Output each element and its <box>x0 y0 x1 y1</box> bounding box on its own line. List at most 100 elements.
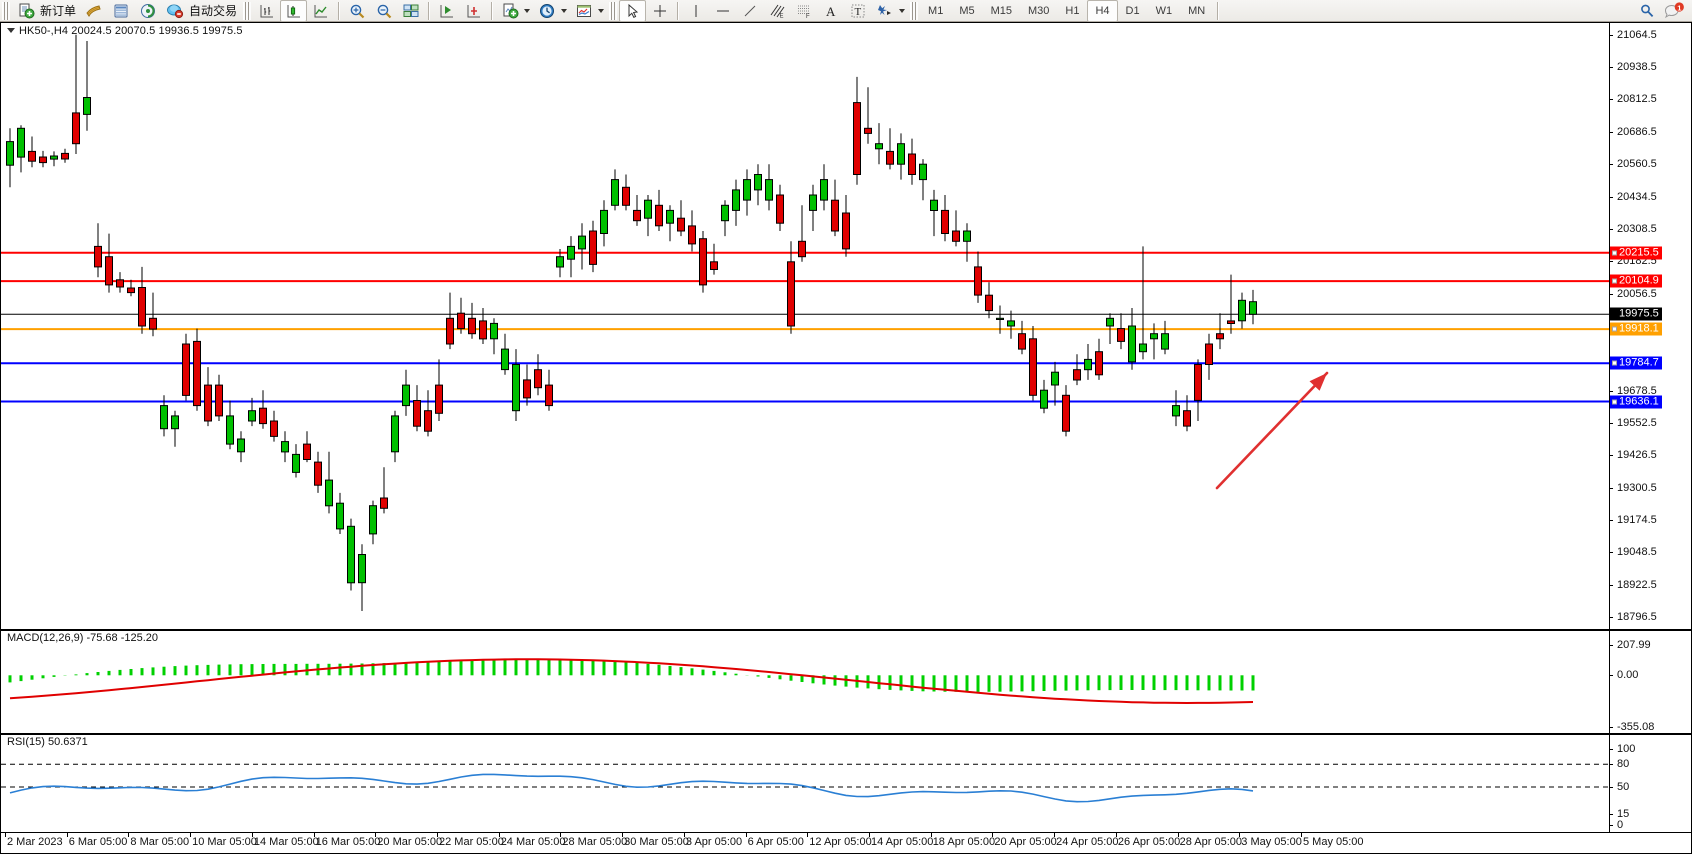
toolbar-grip-3[interactable] <box>609 1 618 20</box>
navigator-icon[interactable] <box>134 0 161 22</box>
add-indicator-dropdown-caret[interactable] <box>524 8 531 13</box>
macd-label: MACD(12,26,9) -75.68 -125.20 <box>7 632 159 644</box>
price-tick <box>1609 617 1613 619</box>
timeframe-m30[interactable]: M30 <box>1028 4 1050 17</box>
tile-windows-icon[interactable] <box>397 0 424 22</box>
price-level-handle[interactable] <box>1612 399 1617 404</box>
price-tick <box>1609 261 1613 263</box>
period-dropdown-caret[interactable] <box>561 8 568 13</box>
price-level-value: 19636.1 <box>1619 395 1659 407</box>
price-level-tag[interactable]: 19975.5 <box>1610 307 1662 321</box>
macd-pane[interactable]: MACD(12,26,9) -75.68 -125.20 207.99 0.00 -… <box>1 631 1691 733</box>
price-level-handle[interactable] <box>1612 278 1617 284</box>
price-pane[interactable]: HK50-,H4 20024.5 20070.5 19936.5 19975.5… <box>1 23 1691 629</box>
crosshair-icon[interactable] <box>646 0 673 22</box>
timeframe-w1[interactable]: W1 <box>1155 4 1173 17</box>
price-tick-label: 20938.5 <box>1617 61 1657 73</box>
time-tick <box>190 833 192 837</box>
price-scale[interactable]: 21064.5 20938.5 20812.5 20686.5 20560.5 20434… <box>1609 23 1691 629</box>
time-tick <box>683 833 685 837</box>
market-watch-icon[interactable] <box>107 0 134 22</box>
timeframe-h1[interactable]: H1 <box>1065 4 1080 17</box>
toolbar-grip[interactable] <box>2 1 10 20</box>
timeframe-m5[interactable]: M5 <box>959 4 975 17</box>
price-tick <box>1609 34 1613 36</box>
time-tick-label: 28 Mar 05:00 <box>562 836 628 848</box>
new-order-button[interactable] <box>12 0 39 22</box>
timeframe-h4[interactable]: H4 <box>1087 0 1118 22</box>
search-icon[interactable] <box>1633 0 1660 22</box>
price-tick <box>1609 164 1613 166</box>
timeframe-d1[interactable]: D1 <box>1125 4 1140 17</box>
horizontal-line-icon[interactable] <box>709 0 736 22</box>
price-level-tag[interactable]: 19784.7 <box>1610 356 1662 370</box>
rsi-tick-label: 15 <box>1617 807 1630 820</box>
rsi-pane[interactable]: RSI(15) 50.6371 100 80 50 15 0 <box>1 735 1691 833</box>
templates-icon[interactable] <box>570 0 597 22</box>
notifications-icon[interactable]: 1 <box>1660 1 1688 21</box>
price-tick <box>1609 99 1613 101</box>
toolbar-grip-2[interactable] <box>243 1 252 20</box>
macd-tick <box>1609 727 1613 728</box>
toolbar-grip-4[interactable] <box>910 1 919 20</box>
main-toolbar: 新订单 <box>0 0 1692 22</box>
equidistant-channel-icon[interactable]: E <box>763 0 790 22</box>
autotrading-label: 自动交易 <box>189 4 238 18</box>
templates-dropdown-caret[interactable] <box>598 8 605 13</box>
chart-menu-triangle-icon[interactable] <box>7 28 15 33</box>
time-tick-label: 12 Apr 05:00 <box>809 836 872 848</box>
zoom-out-icon[interactable] <box>370 0 397 22</box>
arrows-dropdown-caret[interactable] <box>899 8 906 13</box>
timeframe-m15[interactable]: M15 <box>990 4 1012 17</box>
add-indicator-icon[interactable] <box>496 0 523 22</box>
text-icon[interactable]: A <box>817 0 844 22</box>
pane-divider-2[interactable] <box>1 733 1691 735</box>
bar-chart-icon[interactable] <box>253 0 280 22</box>
rsi-tick <box>1609 813 1613 815</box>
text-label-icon[interactable]: T <box>844 0 871 22</box>
trendline-icon[interactable] <box>736 0 763 22</box>
zoom-in-icon[interactable] <box>343 0 370 22</box>
time-tick-label: 14 Apr 05:00 <box>871 836 934 848</box>
candlestick-chart-icon[interactable] <box>280 0 308 22</box>
chart-shift-icon[interactable] <box>460 0 487 22</box>
price-tick-label: 20560.5 <box>1617 158 1657 171</box>
price-tick-label: 19678.5 <box>1617 384 1657 397</box>
period-clock-icon[interactable] <box>533 0 560 22</box>
price-level-tag[interactable]: 20215.5 <box>1610 246 1662 260</box>
price-tick-label: 19552.5 <box>1617 416 1657 429</box>
price-tick <box>1609 67 1613 68</box>
time-tick <box>807 833 809 837</box>
price-level-value: 19975.5 <box>1619 307 1659 320</box>
book-icon[interactable] <box>80 0 107 22</box>
arrows-shapes-icon[interactable] <box>871 0 898 22</box>
autotrading-icon[interactable] <box>161 0 188 22</box>
time-tick <box>930 833 932 837</box>
price-level-handle[interactable] <box>1612 360 1617 366</box>
cursor-icon[interactable] <box>619 0 647 22</box>
time-tick <box>128 833 130 837</box>
time-tick <box>498 833 500 837</box>
price-level-tag[interactable]: 20104.9 <box>1610 274 1662 288</box>
autoscroll-icon[interactable] <box>433 0 460 22</box>
price-tick <box>1609 293 1613 295</box>
price-tick-label: 19174.5 <box>1617 514 1657 526</box>
line-chart-icon[interactable] <box>307 0 334 22</box>
price-level-tag[interactable]: 19918.1 <box>1610 322 1662 336</box>
fibonacci-icon[interactable]: F <box>790 0 817 22</box>
vertical-line-icon[interactable] <box>682 0 709 22</box>
time-tick <box>313 833 315 837</box>
chart-frame: HK50-,H4 20024.5 20070.5 19936.5 19975.5… <box>0 22 1692 854</box>
timeframe-m1[interactable]: M1 <box>928 4 944 17</box>
price-level-tag[interactable]: 19636.1 <box>1610 395 1662 408</box>
time-tick-label: 24 Apr 05:00 <box>1056 836 1119 848</box>
price-tick-label: 18922.5 <box>1617 578 1657 591</box>
price-level-handle[interactable] <box>1612 250 1617 256</box>
new-order-label: 新订单 <box>40 4 77 18</box>
price-level-handle[interactable] <box>1612 326 1617 332</box>
price-tick <box>1609 487 1613 489</box>
time-tick-label: 10 Mar 05:00 <box>192 836 257 848</box>
timeframe-mn[interactable]: MN <box>1188 4 1206 17</box>
time-axis[interactable]: 2 Mar 2023 6 Mar 05:00 8 Mar 05:00 10 Mar 0… <box>1 832 1691 853</box>
pane-divider-1[interactable] <box>1 629 1691 631</box>
